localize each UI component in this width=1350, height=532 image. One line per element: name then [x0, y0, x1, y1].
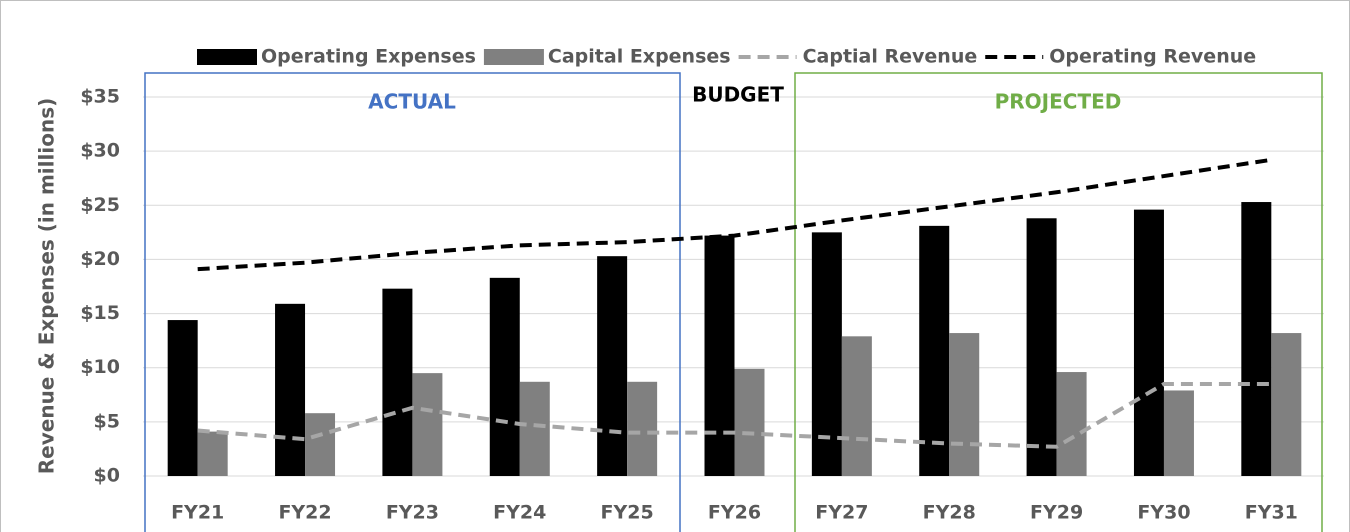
region-box	[794, 72, 1323, 532]
bar	[919, 225, 950, 476]
y-tick-label: $20	[80, 248, 120, 270]
legend-label: Operating Revenue	[1049, 46, 1256, 68]
legend-label: Captial Revenue	[803, 46, 978, 68]
bar	[704, 235, 735, 476]
bar	[305, 413, 336, 476]
annotation: BUDGET	[692, 83, 784, 107]
bar	[1133, 209, 1164, 477]
x-tick-label: FY30	[1137, 502, 1190, 524]
line	[197, 157, 1272, 272]
bar	[627, 381, 658, 476]
bar	[1056, 372, 1087, 476]
bar	[1271, 333, 1302, 476]
region-box	[144, 72, 681, 532]
annotation: ACTUAL	[368, 90, 456, 114]
y-tick-label: $0	[94, 465, 120, 487]
bar	[382, 288, 413, 476]
x-tick-label: FY23	[386, 502, 439, 524]
bar	[519, 381, 550, 476]
bar	[1026, 218, 1057, 476]
bar	[1241, 202, 1272, 476]
x-tick-label: FY22	[278, 502, 331, 524]
bar	[412, 373, 443, 476]
bar	[275, 303, 306, 476]
line	[197, 381, 1272, 449]
x-tick-label: FY27	[815, 502, 868, 524]
legend-swatch	[483, 49, 544, 65]
bar	[949, 333, 980, 476]
x-tick-label: FY31	[1245, 502, 1298, 524]
x-tick-label: FY24	[493, 502, 546, 524]
x-tick-label: FY21	[171, 502, 224, 524]
bar	[489, 277, 520, 476]
bar	[734, 368, 765, 476]
bar	[167, 320, 198, 476]
y-axis-label: Revenue & Expenses (in millions)	[35, 98, 59, 474]
legend-label: Operating Expenses	[261, 46, 476, 68]
y-tick-label: $30	[80, 140, 120, 162]
annotation: PROJECTED	[995, 90, 1122, 114]
x-tick-label: FY29	[1030, 502, 1083, 524]
y-tick-label: $25	[80, 194, 120, 216]
y-tick-label: $10	[80, 356, 120, 378]
x-tick-label: FY25	[601, 502, 654, 524]
x-tick-label: FY28	[923, 502, 976, 524]
x-tick-label: FY26	[708, 502, 761, 524]
bar	[197, 431, 228, 476]
legend-swatch	[197, 49, 257, 65]
legend-label: Capital Expenses	[548, 46, 731, 68]
bar	[841, 336, 872, 476]
y-tick-label: $35	[80, 86, 120, 108]
bar	[597, 256, 628, 476]
bar	[1163, 390, 1194, 476]
y-tick-label: $5	[94, 410, 120, 432]
y-tick-label: $15	[80, 302, 120, 324]
